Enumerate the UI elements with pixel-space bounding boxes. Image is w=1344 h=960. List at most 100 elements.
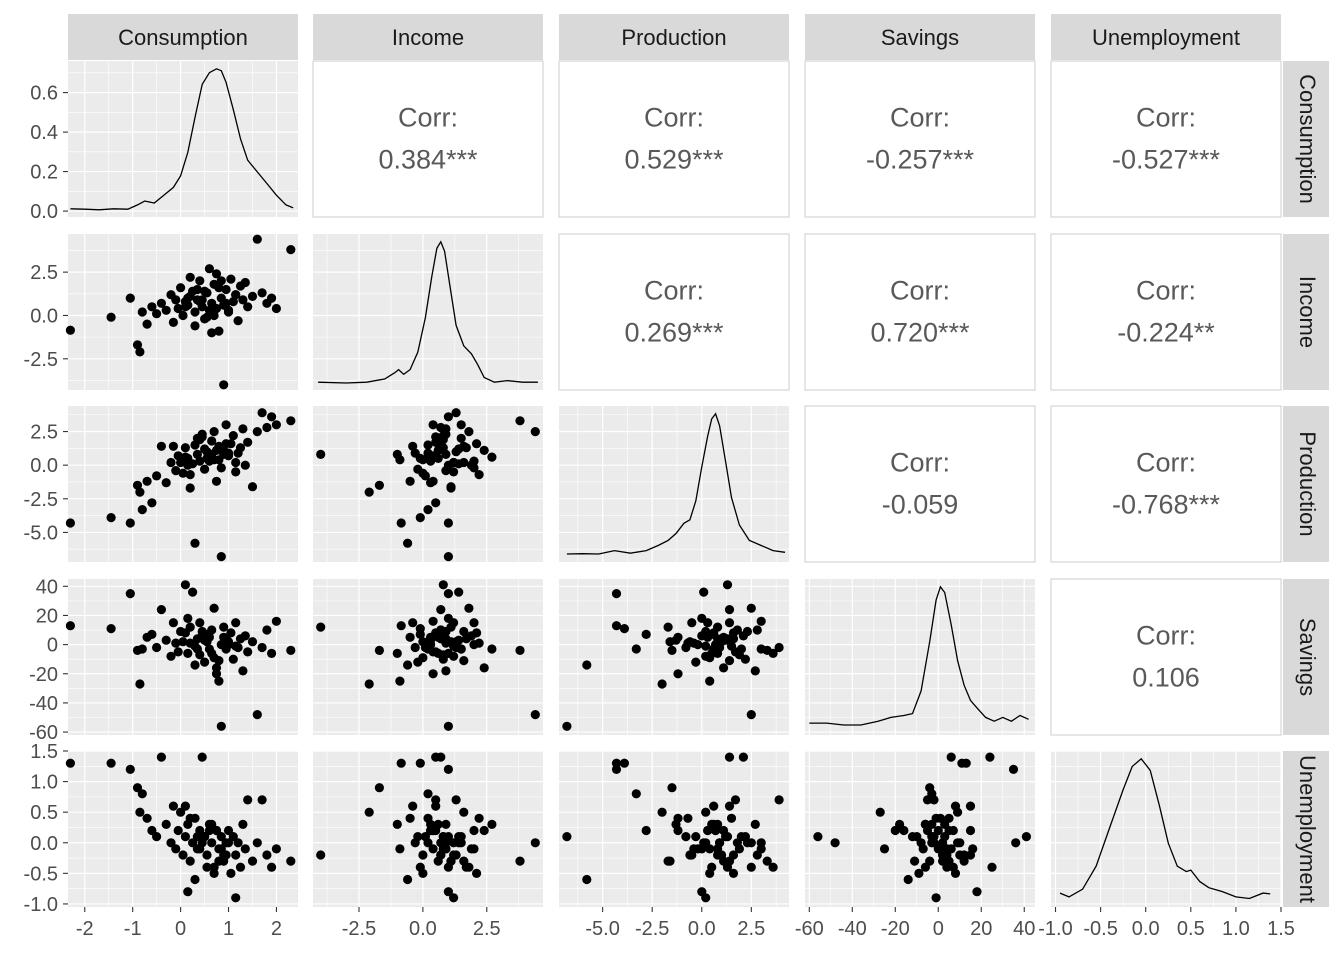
scatter-point — [619, 624, 630, 634]
scatter-point — [946, 752, 956, 762]
scatter-point — [691, 832, 701, 842]
scatter-point — [364, 679, 374, 689]
scatter-point — [469, 825, 479, 836]
scatter-point — [396, 621, 406, 631]
scatter-point — [451, 795, 461, 805]
y-tick-label: -0.5 — [24, 863, 58, 885]
scatter-point — [202, 312, 212, 322]
scatter-point — [423, 440, 433, 450]
scatter-point — [178, 850, 188, 860]
scatter-point — [192, 644, 202, 654]
scatter-point — [173, 647, 183, 657]
density-curve — [1059, 757, 1271, 900]
y-tick-label: 0.0 — [30, 833, 58, 855]
scatter-point — [65, 325, 75, 335]
scatter-point — [912, 832, 922, 842]
scatter-point — [190, 321, 200, 331]
corr-panel-bg — [1050, 405, 1282, 563]
strip-right-bg — [1283, 406, 1329, 562]
y-tick-label: 0.0 — [30, 455, 58, 477]
scatter-point — [214, 283, 224, 293]
scatter-point — [214, 676, 224, 686]
scatter-point — [180, 580, 190, 590]
x-tick-label: 2 — [271, 918, 282, 940]
scatter-point — [396, 758, 406, 768]
scatter-point — [216, 721, 226, 731]
scatter-point — [459, 626, 469, 637]
density-curve — [318, 240, 538, 384]
scatter-point — [619, 758, 630, 768]
scatter-point — [171, 295, 181, 305]
scatter-point — [238, 819, 248, 830]
scatter-point — [472, 868, 482, 879]
y-tick-label: 1.0 — [30, 772, 58, 794]
scatter-point — [929, 795, 939, 805]
scatter-point — [715, 838, 725, 848]
scatter-point — [683, 638, 693, 648]
scatter-point — [226, 868, 236, 879]
scatter-point — [408, 618, 418, 628]
scatter-point — [168, 801, 178, 811]
scatter-point — [724, 752, 735, 762]
corr-value: 0.529*** — [624, 145, 724, 175]
scatter-point — [207, 328, 217, 338]
y-tick-label: 40 — [36, 576, 58, 598]
scatter-point — [736, 644, 747, 654]
y-tick-label: 20 — [36, 605, 58, 627]
scatter-point — [252, 838, 262, 848]
scatter-point — [233, 838, 243, 848]
panel-unemployment-production — [559, 750, 789, 907]
scatter-point — [216, 844, 226, 854]
scatter-point — [530, 710, 540, 720]
scatter-point — [935, 813, 946, 823]
strip-right-production: Production — [1283, 406, 1329, 562]
panel-income-savings: Corr: 0.720*** — [804, 233, 1036, 391]
scatter-point — [209, 603, 219, 613]
x-tick-label: -2.5 — [635, 918, 669, 940]
scatter-point — [441, 626, 451, 637]
scatter-point — [665, 856, 675, 866]
strip-right-consumption: Consumption — [1283, 61, 1329, 217]
panel-savings-savings — [805, 579, 1035, 735]
scatter-point — [197, 295, 207, 305]
corr-label: Corr: — [644, 276, 704, 306]
corr-value: -0.257*** — [866, 145, 975, 175]
scatter-point — [211, 269, 222, 279]
scatter-point — [415, 758, 425, 768]
scatter-point — [715, 637, 725, 647]
strip-right-income: Income — [1283, 234, 1329, 390]
scatter-point — [957, 758, 967, 768]
scatter-point — [418, 653, 428, 663]
scatter-point — [456, 420, 466, 430]
scatter-point — [925, 856, 935, 866]
scatter-point — [950, 801, 961, 811]
scatter-point — [185, 856, 195, 866]
scatter-point — [466, 631, 476, 641]
scatter-point — [231, 618, 241, 628]
scatter-point — [768, 862, 778, 872]
scatter-point — [204, 264, 214, 274]
scatter-point — [459, 656, 469, 666]
scatter-point — [132, 340, 143, 350]
scatter-point — [918, 844, 928, 854]
scatter-point — [436, 422, 446, 433]
scatter-point — [562, 832, 572, 842]
panel-unemployment-income — [313, 750, 543, 907]
scatter-point — [479, 663, 489, 673]
scatter-point — [944, 825, 954, 836]
scatter-point — [65, 518, 75, 528]
corr-label: Corr: — [644, 103, 704, 133]
scatter-point — [207, 819, 217, 830]
scatter-point — [774, 642, 784, 653]
scatter-point — [736, 832, 747, 842]
scatter-point — [443, 589, 453, 599]
corr-value: 0.106 — [1132, 663, 1200, 693]
scatter-point — [221, 298, 231, 308]
scatter-point — [395, 844, 405, 854]
scatter-point — [267, 648, 277, 659]
scatter-point — [948, 862, 958, 872]
strip-right-savings: Savings — [1283, 579, 1329, 735]
scatter-point — [530, 427, 540, 437]
scatter-point — [762, 856, 772, 866]
scatter-point — [910, 856, 920, 866]
